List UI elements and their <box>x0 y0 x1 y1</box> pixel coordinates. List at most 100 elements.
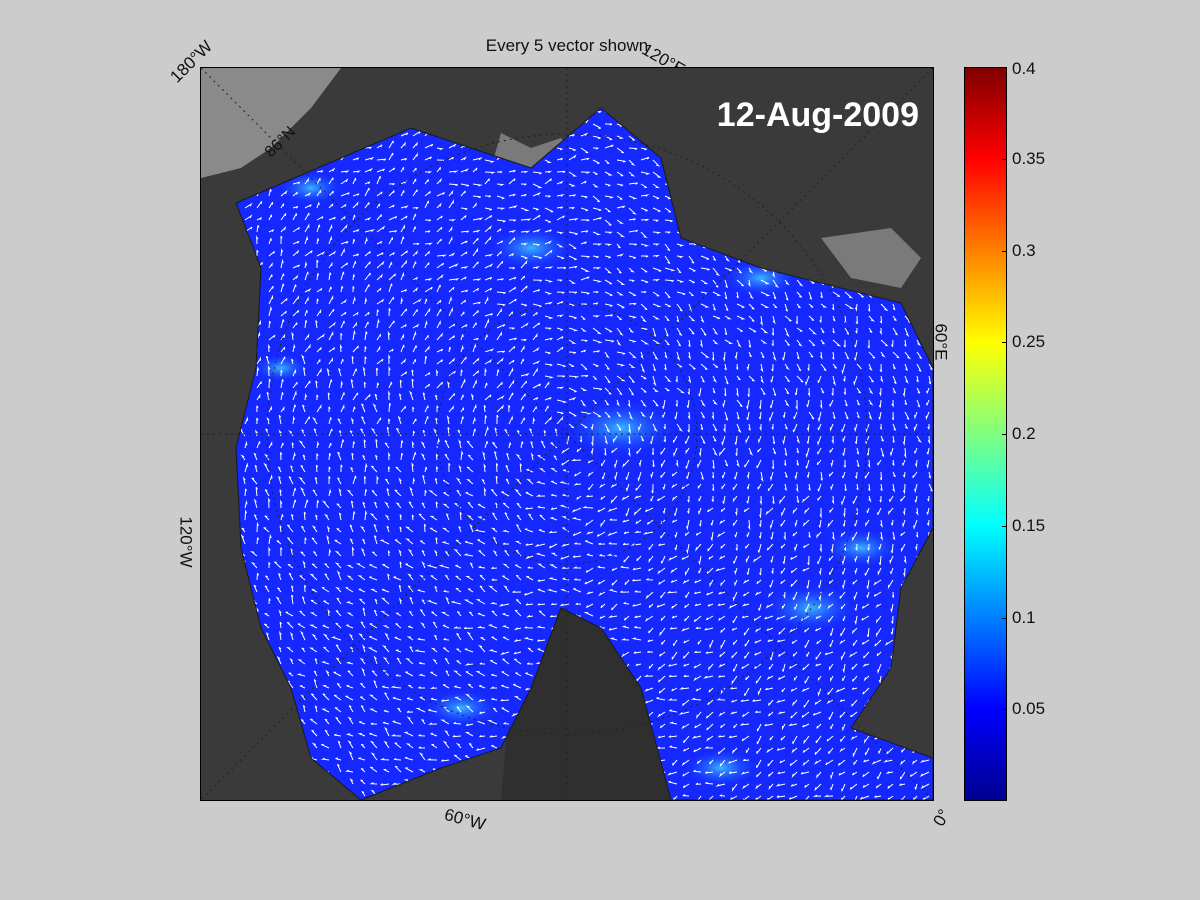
drift-vector <box>256 225 260 233</box>
drift-vector <box>743 758 750 762</box>
drift-vector <box>756 459 762 469</box>
drift-vector <box>436 215 443 221</box>
drift-vector <box>843 507 846 518</box>
drift-vector <box>256 249 259 256</box>
drift-vector <box>652 231 662 234</box>
drift-vector <box>573 588 582 593</box>
drift-vector <box>817 375 822 383</box>
drift-vector <box>592 183 599 188</box>
drift-vector <box>646 578 654 581</box>
drift-vector <box>900 543 906 553</box>
drift-vector <box>741 663 750 670</box>
drift-vector <box>420 452 426 461</box>
drift-vector <box>767 759 774 767</box>
drift-vector <box>300 486 306 497</box>
drift-vector <box>268 533 272 545</box>
drift-vector <box>712 375 717 383</box>
drift-vector <box>826 735 834 742</box>
drift-vector <box>550 614 558 618</box>
drift-vector <box>900 795 906 800</box>
drift-vector <box>752 555 762 563</box>
drift-vector <box>693 747 702 753</box>
drift-vector <box>544 159 552 164</box>
drift-vector <box>512 683 522 689</box>
drift-vector <box>501 625 510 629</box>
drift-vector <box>637 471 642 483</box>
drift-vector <box>409 597 414 605</box>
drift-vector <box>544 327 552 330</box>
drift-vector <box>657 735 666 739</box>
drift-vector <box>687 495 690 503</box>
drift-vector <box>722 495 726 504</box>
drift-vector <box>265 575 270 581</box>
drift-vector <box>784 423 788 430</box>
drift-vector <box>686 399 690 408</box>
drift-vector <box>300 551 306 557</box>
drift-vector <box>496 260 504 269</box>
drift-vector <box>376 382 380 389</box>
drift-vector <box>508 345 516 353</box>
drift-vector <box>926 459 930 469</box>
drift-vector <box>640 267 648 273</box>
drift-vector <box>280 319 285 329</box>
drift-vector <box>472 301 481 305</box>
drift-vector <box>502 542 510 545</box>
drift-vector <box>441 759 450 762</box>
drift-vector <box>640 291 647 294</box>
drift-vector <box>664 279 674 283</box>
drift-vector <box>479 585 486 593</box>
drift-vector <box>350 646 354 653</box>
drift-vector <box>268 320 272 329</box>
drift-vector <box>628 267 636 273</box>
drift-vector <box>404 526 414 533</box>
drift-vector <box>766 747 774 754</box>
drift-vector <box>278 609 282 617</box>
drift-vector <box>275 596 282 605</box>
drift-vector <box>832 327 835 334</box>
drift-vector <box>424 307 431 317</box>
drift-vector <box>592 123 602 129</box>
drift-vector <box>376 333 382 341</box>
drift-vector <box>370 766 378 773</box>
drift-vector <box>840 735 846 742</box>
drift-vector <box>760 291 771 297</box>
drift-vector <box>674 531 678 538</box>
drift-vector <box>315 464 319 473</box>
drift-vector <box>724 315 732 320</box>
drift-vector <box>325 669 330 677</box>
drift-vector <box>311 416 318 425</box>
drift-vector <box>660 615 666 621</box>
drift-vector <box>436 192 445 197</box>
drift-vector <box>242 476 246 485</box>
drift-vector <box>424 251 430 257</box>
drift-vector <box>340 380 344 389</box>
drift-vector <box>544 178 552 185</box>
drift-vector <box>604 255 611 259</box>
drift-vector <box>648 603 654 608</box>
drift-vector <box>424 335 429 341</box>
drift-vector <box>390 685 402 689</box>
drift-vector <box>388 215 398 221</box>
drift-vector <box>640 363 646 373</box>
drift-vector <box>815 627 822 632</box>
drift-vector <box>388 190 395 197</box>
drift-vector <box>784 327 790 338</box>
drift-vector <box>724 459 729 467</box>
drift-vector <box>256 572 259 581</box>
drift-vector <box>820 387 825 394</box>
drift-vector <box>645 507 654 513</box>
drift-vector <box>400 358 407 365</box>
drift-vector <box>411 462 414 473</box>
drift-vector <box>561 543 570 547</box>
drift-vector <box>448 323 456 329</box>
drift-vector <box>491 636 498 641</box>
drift-vector <box>724 291 728 300</box>
drift-vector <box>304 392 308 401</box>
drift-vector <box>640 207 648 212</box>
drift-vector <box>766 543 774 551</box>
drift-vector <box>520 312 527 317</box>
drift-vector <box>705 795 714 800</box>
drift-vector <box>841 555 846 566</box>
drift-vector <box>334 733 342 737</box>
drift-vector <box>587 459 594 464</box>
